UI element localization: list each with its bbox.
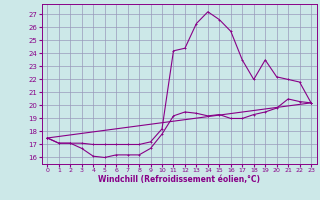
X-axis label: Windchill (Refroidissement éolien,°C): Windchill (Refroidissement éolien,°C) xyxy=(98,175,260,184)
